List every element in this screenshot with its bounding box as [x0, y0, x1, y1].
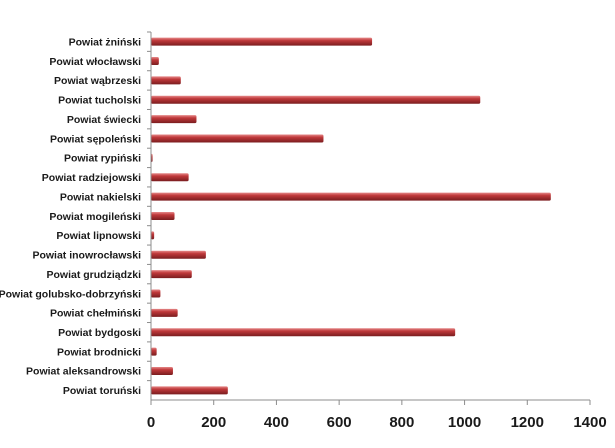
category-label: Powiat aleksandrowski — [26, 366, 141, 378]
category-label: Powiat grudziądzki — [46, 269, 141, 281]
bar-18 — [151, 366, 173, 375]
bar-8 — [151, 173, 189, 182]
category-label: Powiat włocławski — [49, 56, 141, 68]
bar-2 — [151, 57, 159, 66]
category-label: Powiat sępoleński — [50, 133, 141, 145]
x-tick-label: 400 — [264, 414, 289, 431]
category-label: Powiat bydgoski — [58, 327, 141, 339]
category-label: Powiat żniński — [69, 36, 141, 48]
category-label: Powiat tucholski — [58, 95, 141, 107]
bar-12 — [151, 250, 206, 259]
bar-4 — [151, 95, 481, 104]
category-label: Powiat rypiński — [64, 153, 141, 165]
bar-10 — [151, 212, 175, 220]
bar-11 — [151, 231, 155, 240]
bars-layer — [151, 37, 551, 395]
x-tick-label: 600 — [327, 414, 352, 431]
category-label: Powiat brodnicki — [57, 346, 141, 358]
x-tick-label: 0 — [147, 414, 155, 431]
category-label: Powiat inowrocławski — [32, 250, 141, 262]
bar-19 — [151, 386, 228, 395]
category-label: Powiat golubsko-dobrzyński — [0, 288, 141, 300]
x-tick-label: 1000 — [448, 414, 481, 431]
category-label: Powiat świecki — [67, 114, 141, 126]
bar-14 — [151, 289, 161, 298]
bar-16 — [151, 328, 456, 337]
category-label: Powiat chełmiński — [50, 308, 141, 320]
category-label: Powiat radziejowski — [42, 172, 141, 184]
category-label: Powiat mogileński — [49, 211, 141, 223]
x-tick-label: 800 — [389, 414, 414, 431]
bar-6 — [151, 134, 324, 143]
bar-1 — [151, 37, 373, 46]
category-label: Powiat lipnowski — [56, 230, 141, 242]
bar-15 — [151, 308, 178, 317]
bar-17 — [151, 347, 157, 356]
labels-layer: Powiat żniński Powiat włocławski Powiat wą… — [0, 36, 607, 431]
bar-3 — [151, 76, 181, 85]
axes-layer — [147, 31, 591, 405]
category-label: Powiat toruński — [63, 385, 141, 397]
bar-9 — [151, 192, 551, 201]
category-label: Powiat wąbrzeski — [54, 75, 141, 87]
x-tick-label: 200 — [201, 414, 226, 431]
bar-13 — [151, 270, 192, 279]
x-tick-label: 1400 — [573, 414, 606, 431]
bar-5 — [151, 115, 197, 124]
x-tick-label: 1200 — [511, 414, 544, 431]
category-label: Powiat nakielski — [60, 191, 141, 203]
